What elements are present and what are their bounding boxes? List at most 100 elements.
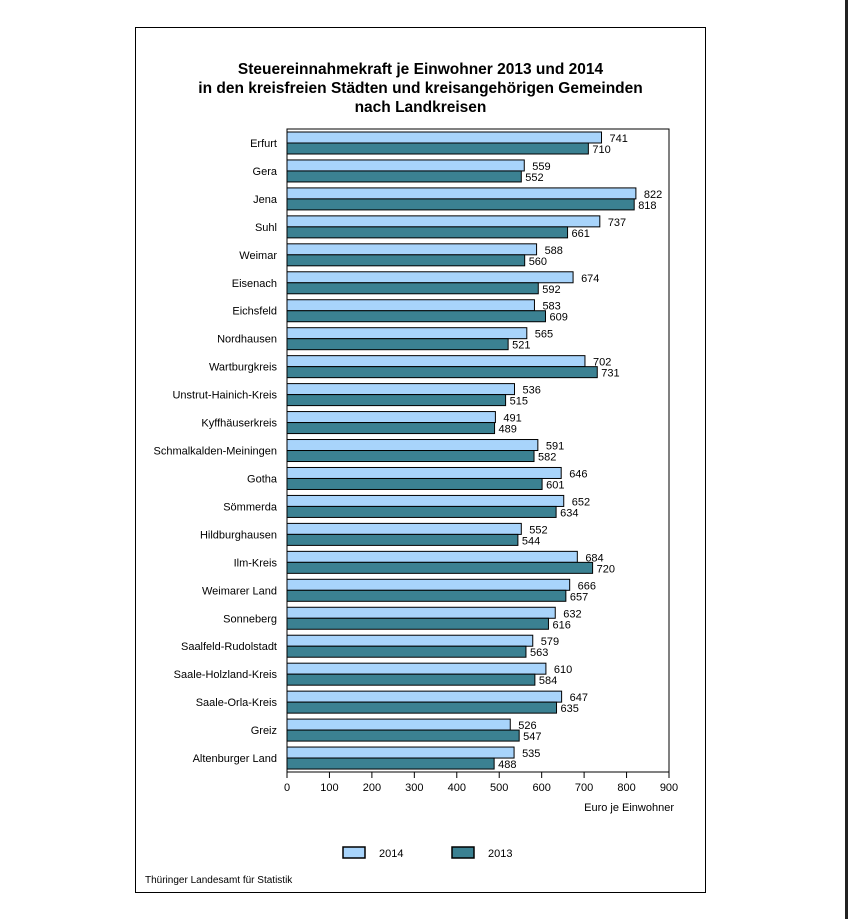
bar-2014 (286, 746, 515, 759)
bar-2013 (286, 477, 543, 490)
x-tick-label: 800 (617, 782, 635, 794)
bar-2014 (286, 690, 563, 703)
bar-2014 (286, 327, 528, 340)
data-label-2014: 583 (542, 301, 560, 313)
data-label-2013: 547 (523, 731, 541, 743)
data-label-2014: 684 (585, 552, 603, 564)
category-label: Greiz (251, 725, 277, 737)
bar-2014 (286, 718, 511, 731)
bar-2014 (286, 578, 571, 591)
bar-2014 (286, 522, 522, 535)
data-label-2013: 521 (512, 340, 530, 352)
data-label-2013: 601 (546, 479, 564, 491)
data-label-2014: 646 (569, 468, 587, 480)
bar-2014 (286, 131, 603, 144)
title-line-2: in den kreisfreien Städten und kreisange… (198, 80, 643, 97)
data-label-2013: 661 (572, 228, 590, 240)
data-label-2014: 741 (610, 133, 628, 145)
category-label: Gera (253, 166, 278, 178)
bar-2014 (286, 494, 565, 507)
data-label-2013: 488 (498, 759, 516, 771)
category-label: Unstrut-Hainich-Kreis (172, 390, 277, 402)
data-label-2013: 515 (510, 396, 528, 408)
data-label-2014: 588 (545, 245, 563, 257)
bar-2014 (286, 411, 496, 424)
bar-2013 (286, 310, 546, 323)
category-label: Altenburger Land (193, 753, 277, 765)
data-label-2013: 609 (549, 312, 567, 324)
bar-2014 (286, 439, 539, 452)
data-label-2013: 731 (601, 368, 619, 380)
title-line-1: Steuereinnahmekraft je Einwohner 2013 un… (237, 61, 604, 78)
legend-label-2014: 2014 (379, 848, 403, 860)
data-label-2014: 610 (554, 664, 572, 676)
category-label: Saale-Holzland-Kreis (174, 669, 278, 681)
bar-2014 (286, 606, 556, 619)
data-label-2014: 552 (529, 524, 547, 536)
x-tick-label: 600 (532, 782, 550, 794)
x-tick-label: 400 (448, 782, 466, 794)
data-label-2013: 720 (597, 563, 615, 575)
category-label: Schmalkalden-Meiningen (153, 446, 277, 458)
data-label-2014: 491 (503, 413, 521, 425)
title-line-3: nach Landkreisen (354, 99, 487, 116)
bar-2013 (286, 338, 509, 351)
data-label-2014: 535 (522, 748, 540, 760)
bar-2014 (286, 299, 535, 312)
bar-2013 (286, 701, 558, 714)
data-label-2013: 582 (538, 452, 556, 464)
data-label-2013: 657 (570, 591, 588, 603)
bar-2014 (286, 215, 601, 228)
data-label-2014: 536 (523, 385, 541, 397)
bar-2014 (286, 383, 516, 396)
bar-2013 (286, 394, 507, 407)
legend-swatch-2013 (451, 846, 475, 859)
bar-2014 (286, 662, 547, 675)
data-label-2014: 559 (532, 161, 550, 173)
bar-2014 (286, 550, 578, 563)
data-label-2013: 634 (560, 507, 578, 519)
data-label-2014: 702 (593, 357, 611, 369)
data-label-2014: 579 (541, 636, 559, 648)
bar-2013 (286, 198, 635, 211)
data-label-2013: 710 (592, 144, 610, 156)
bar-2013 (286, 645, 527, 658)
data-label-2014: 666 (578, 580, 596, 592)
bar-2013 (286, 589, 567, 602)
data-label-2014: 652 (572, 496, 590, 508)
x-tick-label: 200 (363, 782, 381, 794)
data-label-2013: 544 (522, 535, 540, 547)
bar-2013 (286, 757, 495, 770)
bar-2013 (286, 282, 539, 295)
bar-2013 (286, 505, 557, 518)
bar-2013 (286, 422, 496, 435)
bar-2013 (286, 673, 536, 686)
chart-title: Steuereinnahmekraft je Einwohner 2013 un… (135, 60, 706, 117)
bar-2014 (286, 243, 538, 256)
bar-2013 (286, 254, 526, 267)
source-note: Thüringer Landesamt für Statistik (145, 875, 293, 886)
x-tick-label: 500 (490, 782, 508, 794)
data-label-2014: 591 (546, 441, 564, 453)
bar-2013 (286, 561, 594, 574)
x-axis-label: Euro je Einwohner (584, 802, 674, 814)
category-label: Erfurt (250, 138, 277, 150)
legend-swatch-2014 (342, 846, 366, 859)
bar-2013 (286, 366, 598, 379)
data-label-2014: 526 (518, 720, 536, 732)
category-label: Sömmerda (223, 501, 278, 513)
bar-2013 (286, 226, 569, 239)
x-tick-label: 300 (405, 782, 423, 794)
bar-2013 (286, 617, 549, 630)
category-label: Wartburgkreis (209, 362, 278, 374)
category-label: Hildburghausen (200, 529, 277, 541)
data-label-2013: 584 (539, 675, 557, 687)
category-label: Eisenach (232, 278, 277, 290)
legend-label-2013: 2013 (488, 848, 512, 860)
data-label-2013: 552 (525, 172, 543, 184)
window-edge (845, 0, 848, 919)
category-label: Saalfeld-Rudolstadt (181, 641, 277, 653)
category-label: Eichsfeld (232, 306, 277, 318)
data-label-2013: 635 (561, 703, 579, 715)
category-label: Weimar (239, 250, 277, 262)
